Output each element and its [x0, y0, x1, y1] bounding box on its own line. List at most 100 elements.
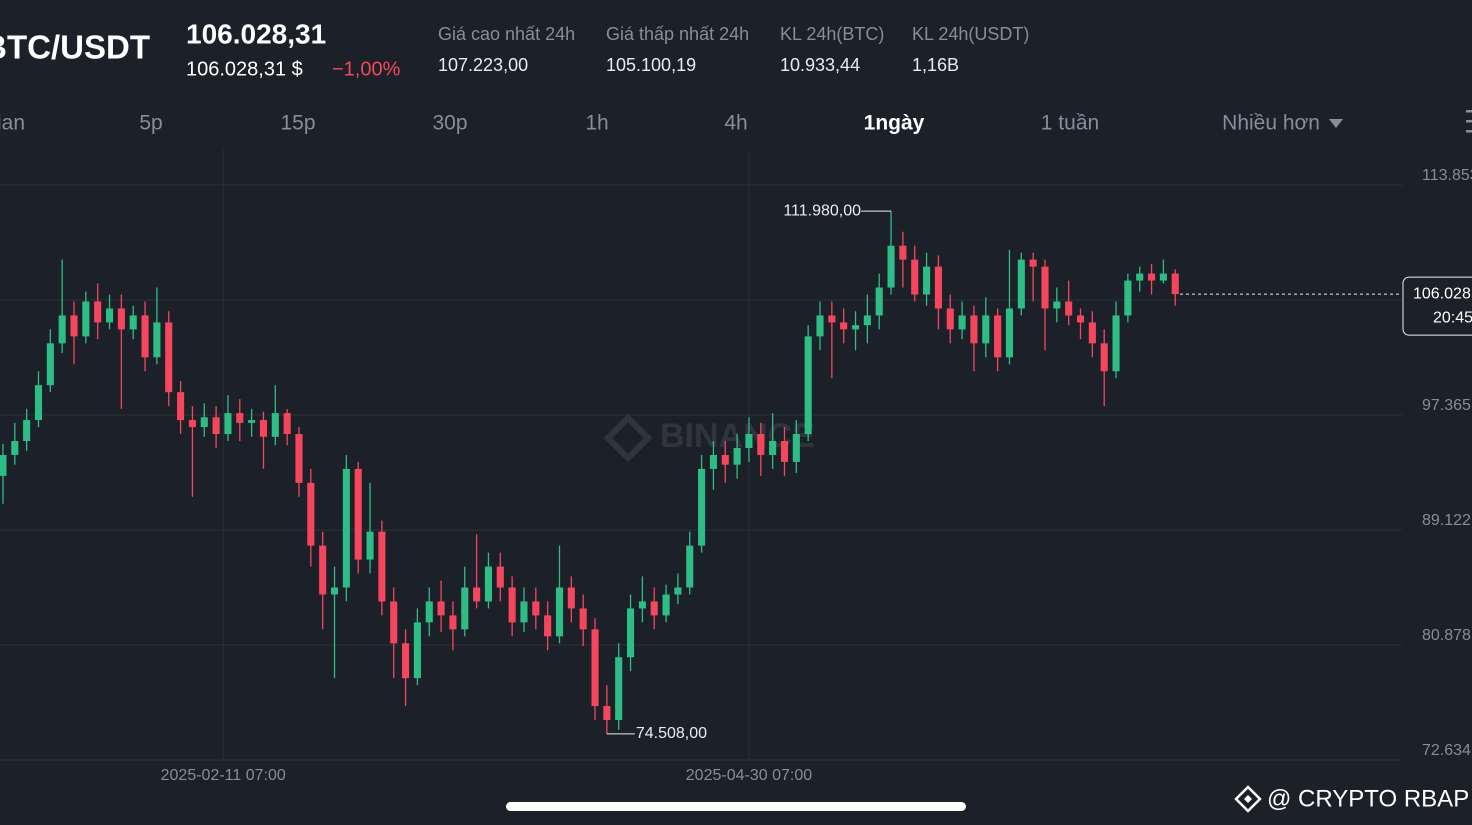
- candle-body: [330, 587, 339, 595]
- logo-core: [1244, 795, 1252, 803]
- candle-body: [532, 601, 540, 616]
- candle-body: [94, 301, 102, 323]
- candle-body: [875, 287, 883, 316]
- candle-body: [792, 434, 800, 462]
- stat-label: KL 24h(USDT): [912, 24, 1029, 44]
- tab[interactable]: 1 tuần: [1041, 112, 1099, 135]
- candle-body: [591, 629, 599, 707]
- candle-body: [70, 315, 78, 337]
- stat-value: 107.223,00: [438, 55, 528, 75]
- candle-body: [851, 325, 860, 330]
- y-tick-label: 80.878: [1422, 627, 1471, 644]
- candle-body: [828, 315, 836, 323]
- candle-body: [319, 545, 327, 595]
- candle-body: [129, 315, 137, 330]
- candle-body: [46, 343, 54, 386]
- pair[interactable]: BTC/USDT: [0, 29, 150, 66]
- candle-body: [1148, 273, 1156, 281]
- low-marker-label: 74.508,00: [636, 725, 707, 742]
- candle-body: [259, 420, 268, 437]
- candle-body: [307, 482, 315, 546]
- last-price: 106.028,31: [186, 18, 326, 49]
- candle-body: [366, 531, 374, 560]
- candle-body: [1112, 315, 1120, 372]
- stat-value: 10.933,44: [780, 55, 860, 75]
- candle-body: [615, 657, 623, 721]
- tab[interactable]: 15p: [280, 112, 315, 135]
- candle-body: [603, 706, 611, 721]
- candle-body: [117, 308, 125, 330]
- candle-body: [224, 413, 232, 435]
- candle-body: [567, 587, 575, 609]
- x-tick-label: 2025-04-30 07:00: [686, 767, 812, 784]
- tab[interactable]: 30p: [432, 112, 467, 135]
- candle-body: [520, 601, 528, 623]
- candle-body: [769, 441, 777, 455]
- stat-label: Giá thấp nhất 24h: [606, 24, 749, 44]
- y-tick-label: 89.122: [1422, 512, 1471, 529]
- candle-body: [413, 622, 421, 679]
- candle-body: [970, 315, 978, 344]
- candle-body: [461, 587, 469, 630]
- tab[interactable]: Thời gian: [0, 112, 25, 135]
- candle-body: [236, 413, 244, 423]
- menu-bar: [1466, 120, 1472, 123]
- candle-body: [887, 245, 895, 288]
- candle-body: [863, 315, 871, 326]
- candle-body: [1100, 343, 1108, 372]
- price-usd: 106.028,31 $: [186, 58, 303, 80]
- candle-body: [473, 587, 481, 602]
- stat-label: Giá cao nhất 24h: [438, 24, 575, 44]
- candle-body: [390, 601, 398, 644]
- candle-body: [378, 531, 386, 602]
- candle-body: [899, 245, 907, 260]
- candle-body: [721, 454, 729, 465]
- candle-body: [34, 385, 43, 421]
- timeframe-tabs: Thời gian 5p 15p 30p 1h 4h 1ngày 1 tuần Nhiều hơ…: [0, 112, 1320, 135]
- candle-body: [745, 434, 753, 448]
- stats: Giá cao nhất 24h 107.223,00 Giá thấp nhất …: [438, 24, 1029, 75]
- candle-body: [1005, 308, 1014, 358]
- candle-body: [994, 315, 1002, 358]
- candle-body: [946, 308, 954, 330]
- candle-body: [23, 420, 31, 442]
- candle-body: [733, 447, 741, 465]
- home-indicator: [506, 802, 966, 811]
- tab[interactable]: 4h: [724, 112, 747, 135]
- candle-body: [425, 601, 433, 623]
- last-price-box: [1402, 276, 1472, 336]
- candle-body: [757, 434, 765, 455]
- tab[interactable]: 1h: [585, 112, 608, 135]
- candle-body: [840, 322, 848, 330]
- candle-body: [1171, 273, 1179, 295]
- candle-body: [1053, 301, 1061, 309]
- stat-value: 1,16B: [912, 55, 959, 75]
- y-tick-label: 113.853: [1422, 167, 1472, 184]
- candle-body: [1017, 259, 1025, 309]
- y-tick-label: 97.365: [1422, 397, 1471, 414]
- tab[interactable]: Nhiều hơn: [1222, 112, 1320, 135]
- candle-body: [105, 308, 114, 323]
- stat-label: KL 24h(BTC): [780, 24, 884, 44]
- countdown: 20:45: [1433, 309, 1472, 326]
- candle-body: [923, 266, 931, 295]
- last-price-label: 106.028,31: [1413, 285, 1472, 302]
- candle-body: [1136, 273, 1144, 281]
- candle-body: [165, 322, 173, 393]
- menu-bar: [1466, 110, 1472, 113]
- tab[interactable]: 1ngày: [864, 112, 925, 135]
- dropdown-arrow[interactable]: [1329, 119, 1343, 128]
- logo-outline: [1234, 785, 1262, 813]
- menu-icon[interactable]: [1466, 110, 1472, 133]
- candle-body: [579, 608, 587, 630]
- candle-body: [0, 454, 7, 476]
- candle-body: [662, 594, 670, 616]
- y-tick-label: 72.634: [1422, 742, 1471, 759]
- candle-body: [911, 259, 919, 295]
- candle-body: [212, 417, 220, 435]
- candle-body: [804, 336, 812, 435]
- tab[interactable]: 5p: [139, 112, 162, 135]
